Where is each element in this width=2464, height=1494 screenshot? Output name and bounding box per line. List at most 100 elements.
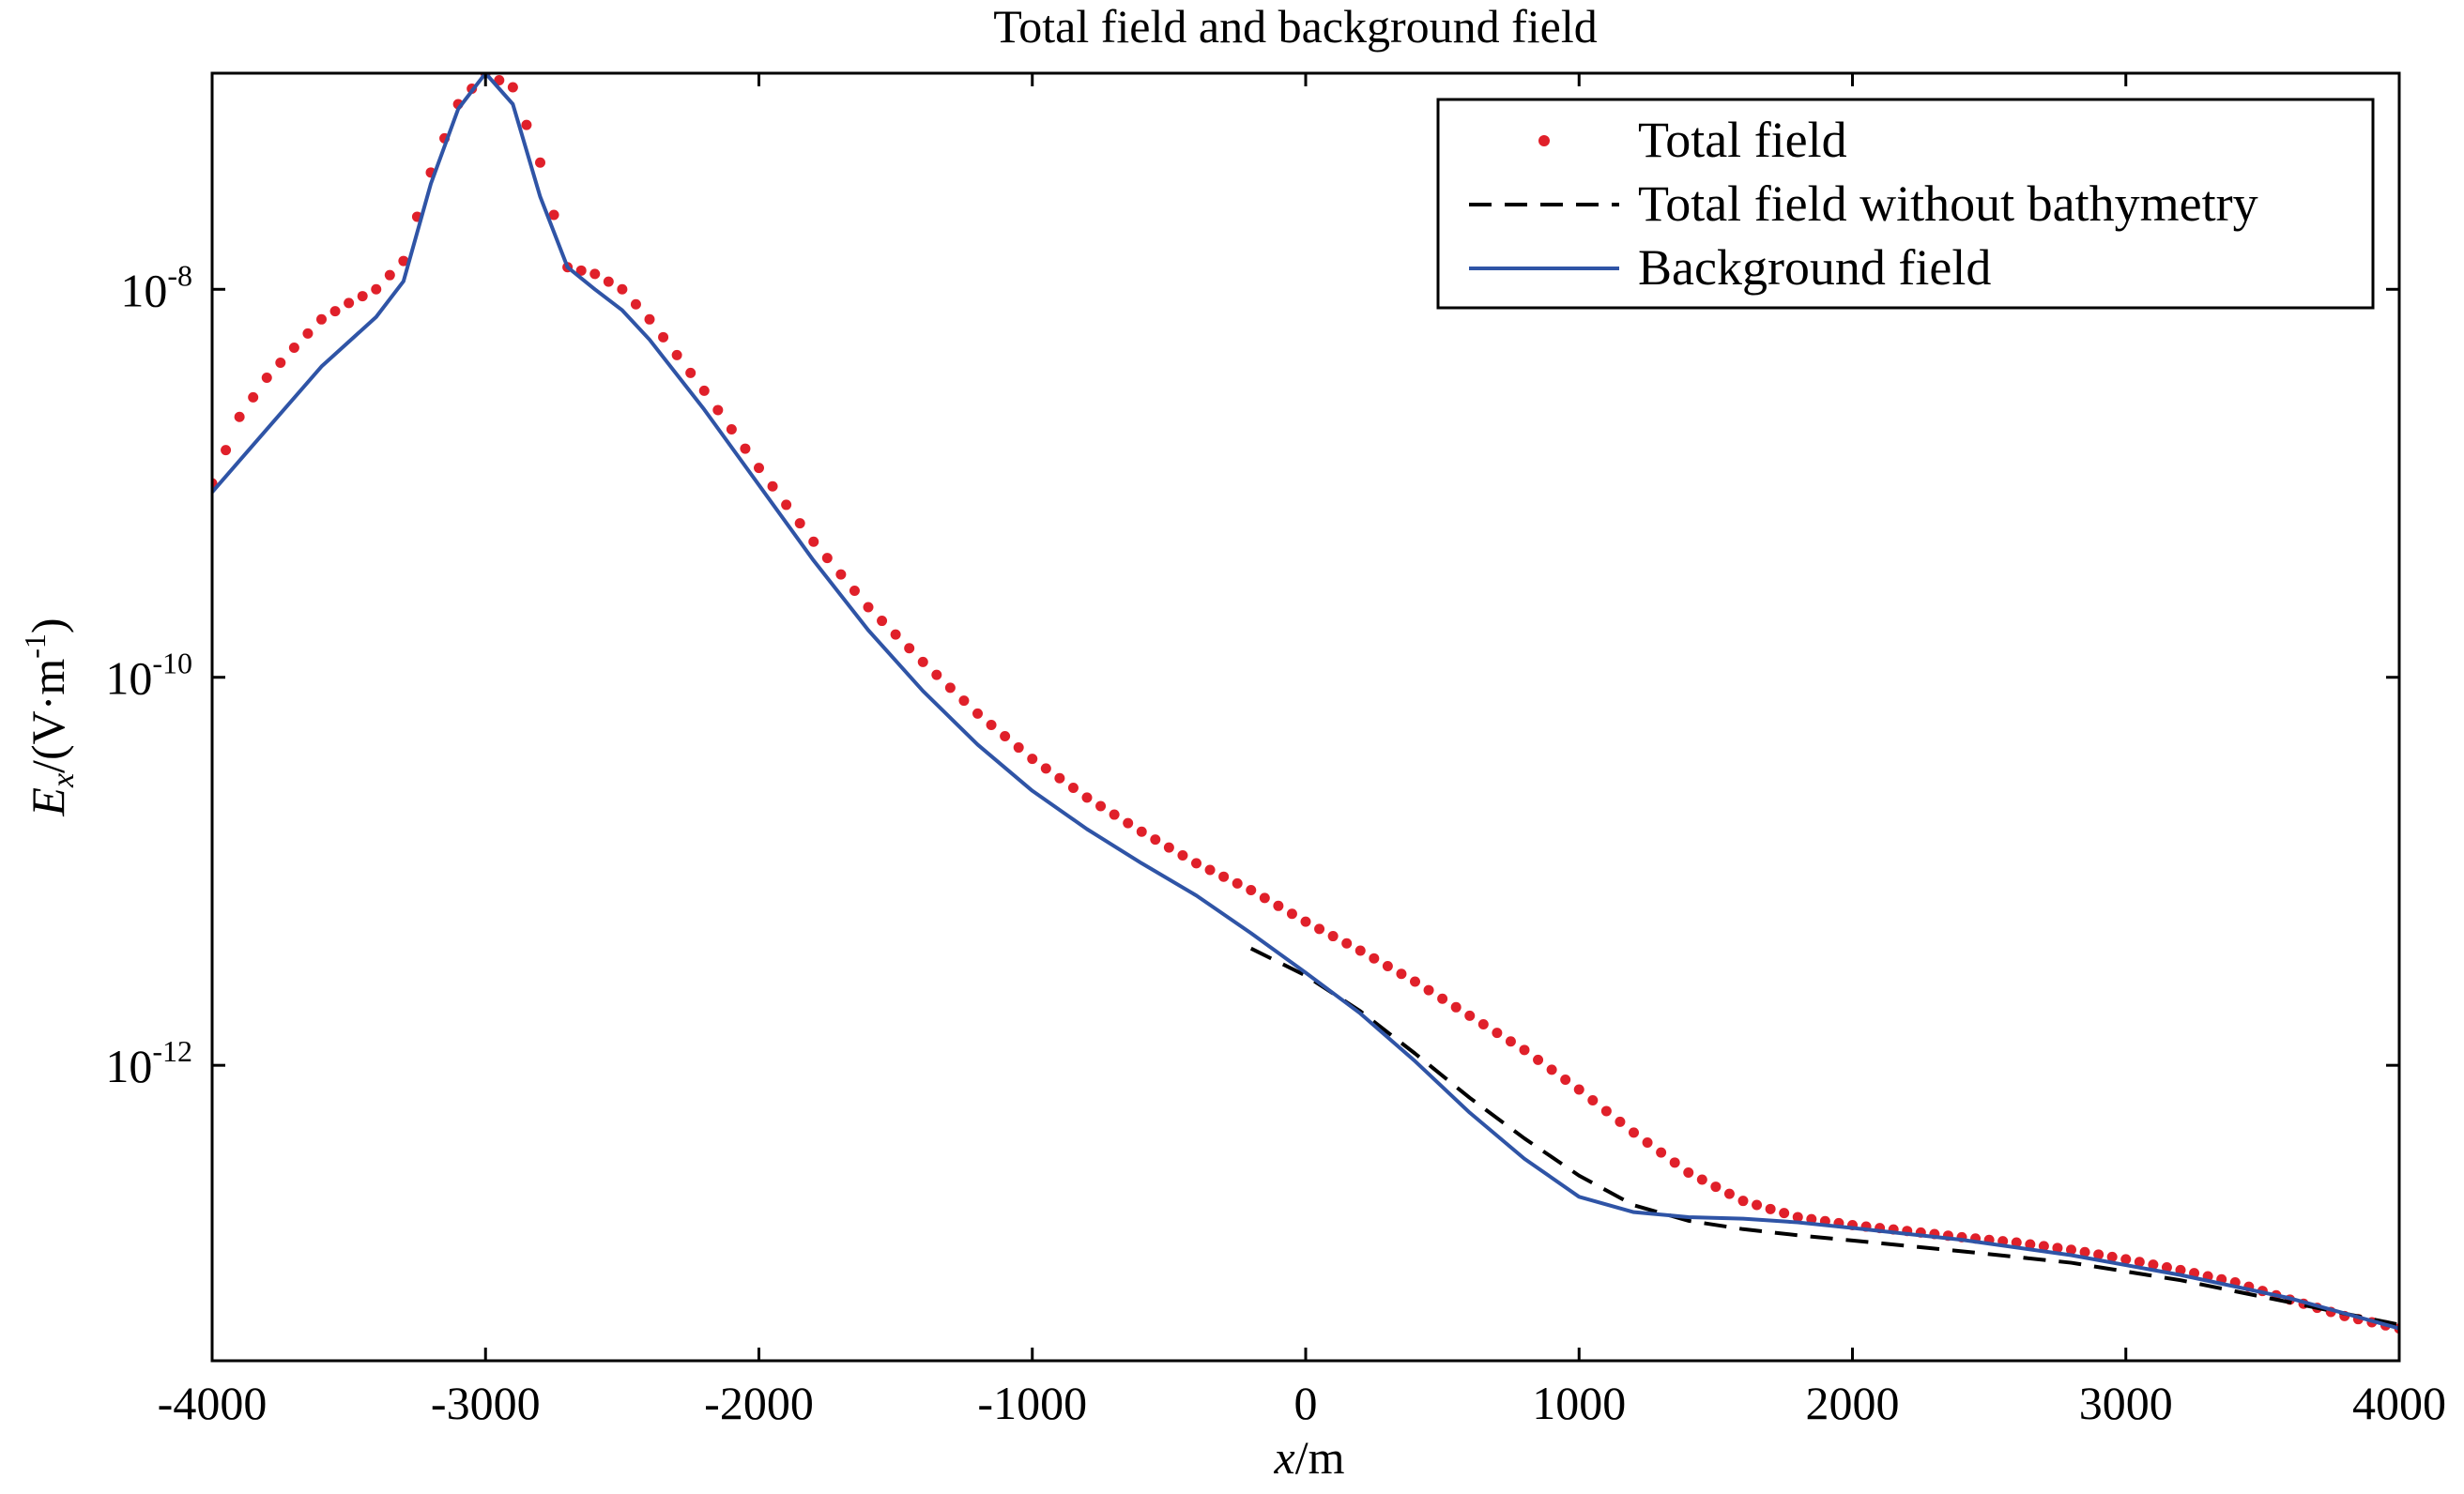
data-point-total-field [1000, 731, 1011, 742]
data-point-total-field [1150, 834, 1161, 846]
data-point-total-field [1232, 877, 1243, 889]
data-point-total-field [384, 269, 395, 281]
data-point-total-field [1642, 1137, 1653, 1149]
data-point-total-field [644, 313, 655, 325]
data-point-total-field [275, 358, 286, 369]
data-point-total-field [1396, 968, 1407, 980]
data-point-total-field [1040, 763, 1051, 774]
data-point-total-field [2134, 1257, 2145, 1268]
data-point-total-field [1723, 1188, 1735, 1199]
data-point-total-field [1615, 1116, 1626, 1127]
data-point-total-field [1737, 1196, 1749, 1207]
data-point-total-field [1792, 1212, 1803, 1223]
data-point-total-field [2148, 1259, 2159, 1271]
data-point-total-field [917, 656, 928, 667]
data-point-total-field [371, 283, 382, 295]
data-point-total-field [1382, 961, 1393, 972]
data-point-total-field [1327, 931, 1339, 942]
data-point-total-field [1013, 742, 1024, 754]
y-axis-label-unit-open: /(V·m [22, 659, 74, 773]
data-point-total-field [357, 291, 368, 302]
data-point-total-field [1492, 1028, 1503, 1039]
x-tick-label: 1000 [1532, 1377, 1626, 1429]
data-point-total-field [1163, 842, 1174, 853]
y-tick-label-base: 10 [120, 264, 167, 316]
data-point-total-field [1505, 1036, 1516, 1047]
data-point-total-field [1477, 1019, 1489, 1030]
data-point-total-field [972, 708, 983, 719]
data-point-total-field [589, 268, 601, 280]
y-axis-label-unit-sup: -1 [18, 633, 52, 659]
data-point-total-field [1054, 772, 1065, 784]
legend: Total field Total field without bathymet… [1436, 98, 2375, 310]
data-point-total-field [1286, 908, 1297, 920]
x-tick-label: -2000 [704, 1377, 814, 1429]
x-tick-label: 2000 [1806, 1377, 1900, 1429]
data-point-total-field [821, 553, 833, 564]
data-point-total-field [398, 255, 409, 267]
y-axis-label-unit-close: ) [22, 617, 74, 633]
legend-marker-total-field [1538, 135, 1550, 146]
data-point-total-field [1629, 1127, 1639, 1138]
chart-title: Total field and background field [993, 0, 1598, 53]
data-point-total-field [1204, 864, 1216, 876]
data-point-total-field [1683, 1166, 1694, 1178]
y-tick-label-base: 10 [105, 1040, 152, 1092]
data-point-total-field [248, 391, 259, 403]
x-tick-label: 3000 [2079, 1377, 2173, 1429]
data-point-total-field [1027, 754, 1038, 765]
data-point-total-field [726, 424, 737, 435]
data-point-total-field [1314, 923, 1325, 935]
y-axis-label-sub: x [46, 773, 81, 788]
data-point-total-field [1533, 1054, 1544, 1065]
data-point-total-field [261, 373, 272, 384]
data-point-total-field [1450, 1001, 1462, 1013]
series-layer [212, 73, 2399, 1334]
data-point-total-field [904, 643, 915, 654]
data-point-total-field [781, 499, 792, 511]
data-point-total-field [603, 276, 614, 287]
data-point-total-field [1218, 871, 1230, 882]
data-point-total-field [1067, 783, 1079, 794]
data-point-total-field [316, 313, 327, 325]
data-point-total-field [1095, 800, 1107, 812]
data-point-total-field [1136, 826, 1147, 837]
data-point-total-field [1191, 858, 1201, 869]
data-point-total-field [302, 328, 314, 339]
data-point-total-field [1696, 1174, 1707, 1185]
data-point-total-field [1437, 993, 1448, 1004]
data-point-total-field [1587, 1094, 1599, 1105]
x-axis-label-unit: /m [1295, 1431, 1345, 1484]
data-point-total-field [1546, 1064, 1557, 1075]
data-point-total-field [754, 463, 764, 474]
data-point-total-field [288, 343, 299, 354]
data-point-total-field [521, 119, 532, 130]
data-point-total-field [2066, 1244, 2076, 1256]
series-total-field [212, 73, 2399, 1334]
data-point-total-field [712, 404, 724, 416]
data-point-total-field [1354, 945, 1366, 956]
data-point-total-field [1710, 1181, 1722, 1193]
data-point-total-field [835, 569, 847, 580]
data-point-total-field [617, 283, 628, 295]
data-point-total-field [1573, 1084, 1584, 1095]
x-tick-label: -1000 [977, 1377, 1087, 1429]
data-point-total-field [1423, 984, 1434, 996]
data-point-total-field [575, 265, 587, 276]
data-point-total-field [234, 411, 245, 422]
data-point-total-field [548, 209, 559, 221]
data-point-total-field [1464, 1010, 1476, 1021]
data-point-total-field [1656, 1147, 1667, 1158]
data-point-total-field [849, 586, 860, 597]
data-point-total-field [1752, 1199, 1763, 1211]
data-point-total-field [1369, 953, 1380, 964]
data-point-total-field [1765, 1203, 1776, 1214]
data-point-total-field [2120, 1254, 2132, 1265]
legend-label-total-field-without-bathymetry: Total field without bathymetry [1638, 175, 2258, 232]
legend-label-total-field: Total field [1638, 112, 1847, 168]
data-point-total-field [1081, 792, 1093, 803]
data-point-total-field [344, 297, 355, 309]
